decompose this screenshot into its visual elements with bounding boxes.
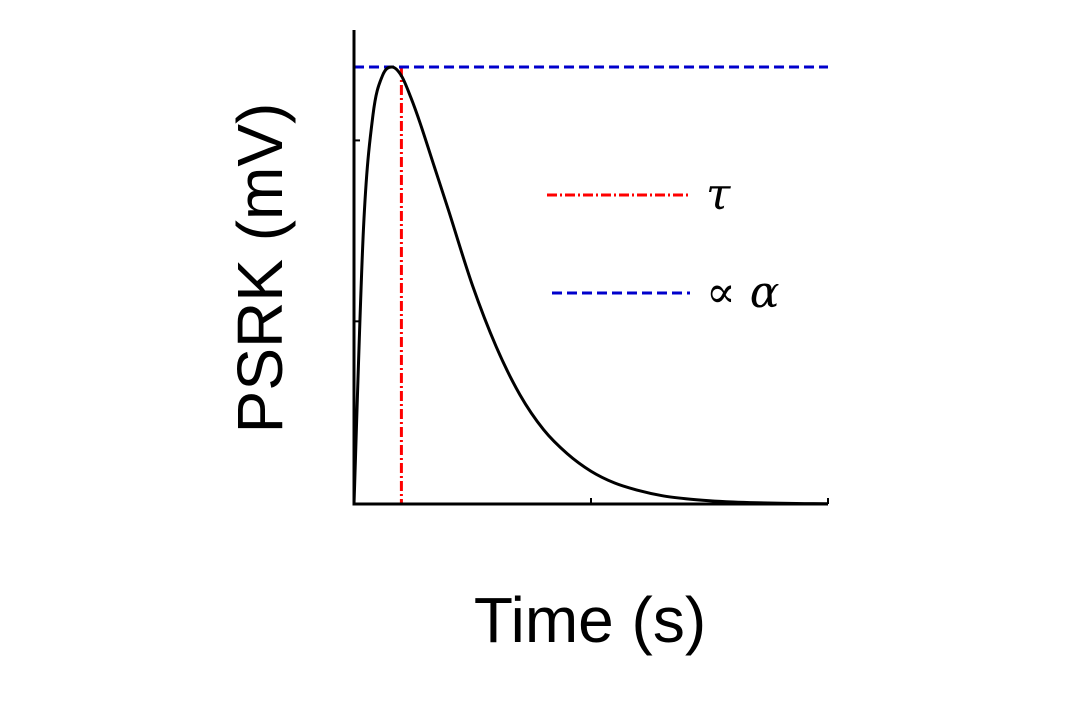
- series-line: [352, 65, 829, 506]
- plot-lines: [352, 65, 829, 506]
- x-axis-label: Time (s): [474, 584, 706, 656]
- axes: [352, 30, 829, 506]
- legend-label: ∝ α: [706, 267, 779, 318]
- legend: τ ∝ α: [547, 169, 779, 318]
- y-axis-label: PSRK (mV): [224, 103, 296, 434]
- legend-label: τ: [706, 169, 731, 220]
